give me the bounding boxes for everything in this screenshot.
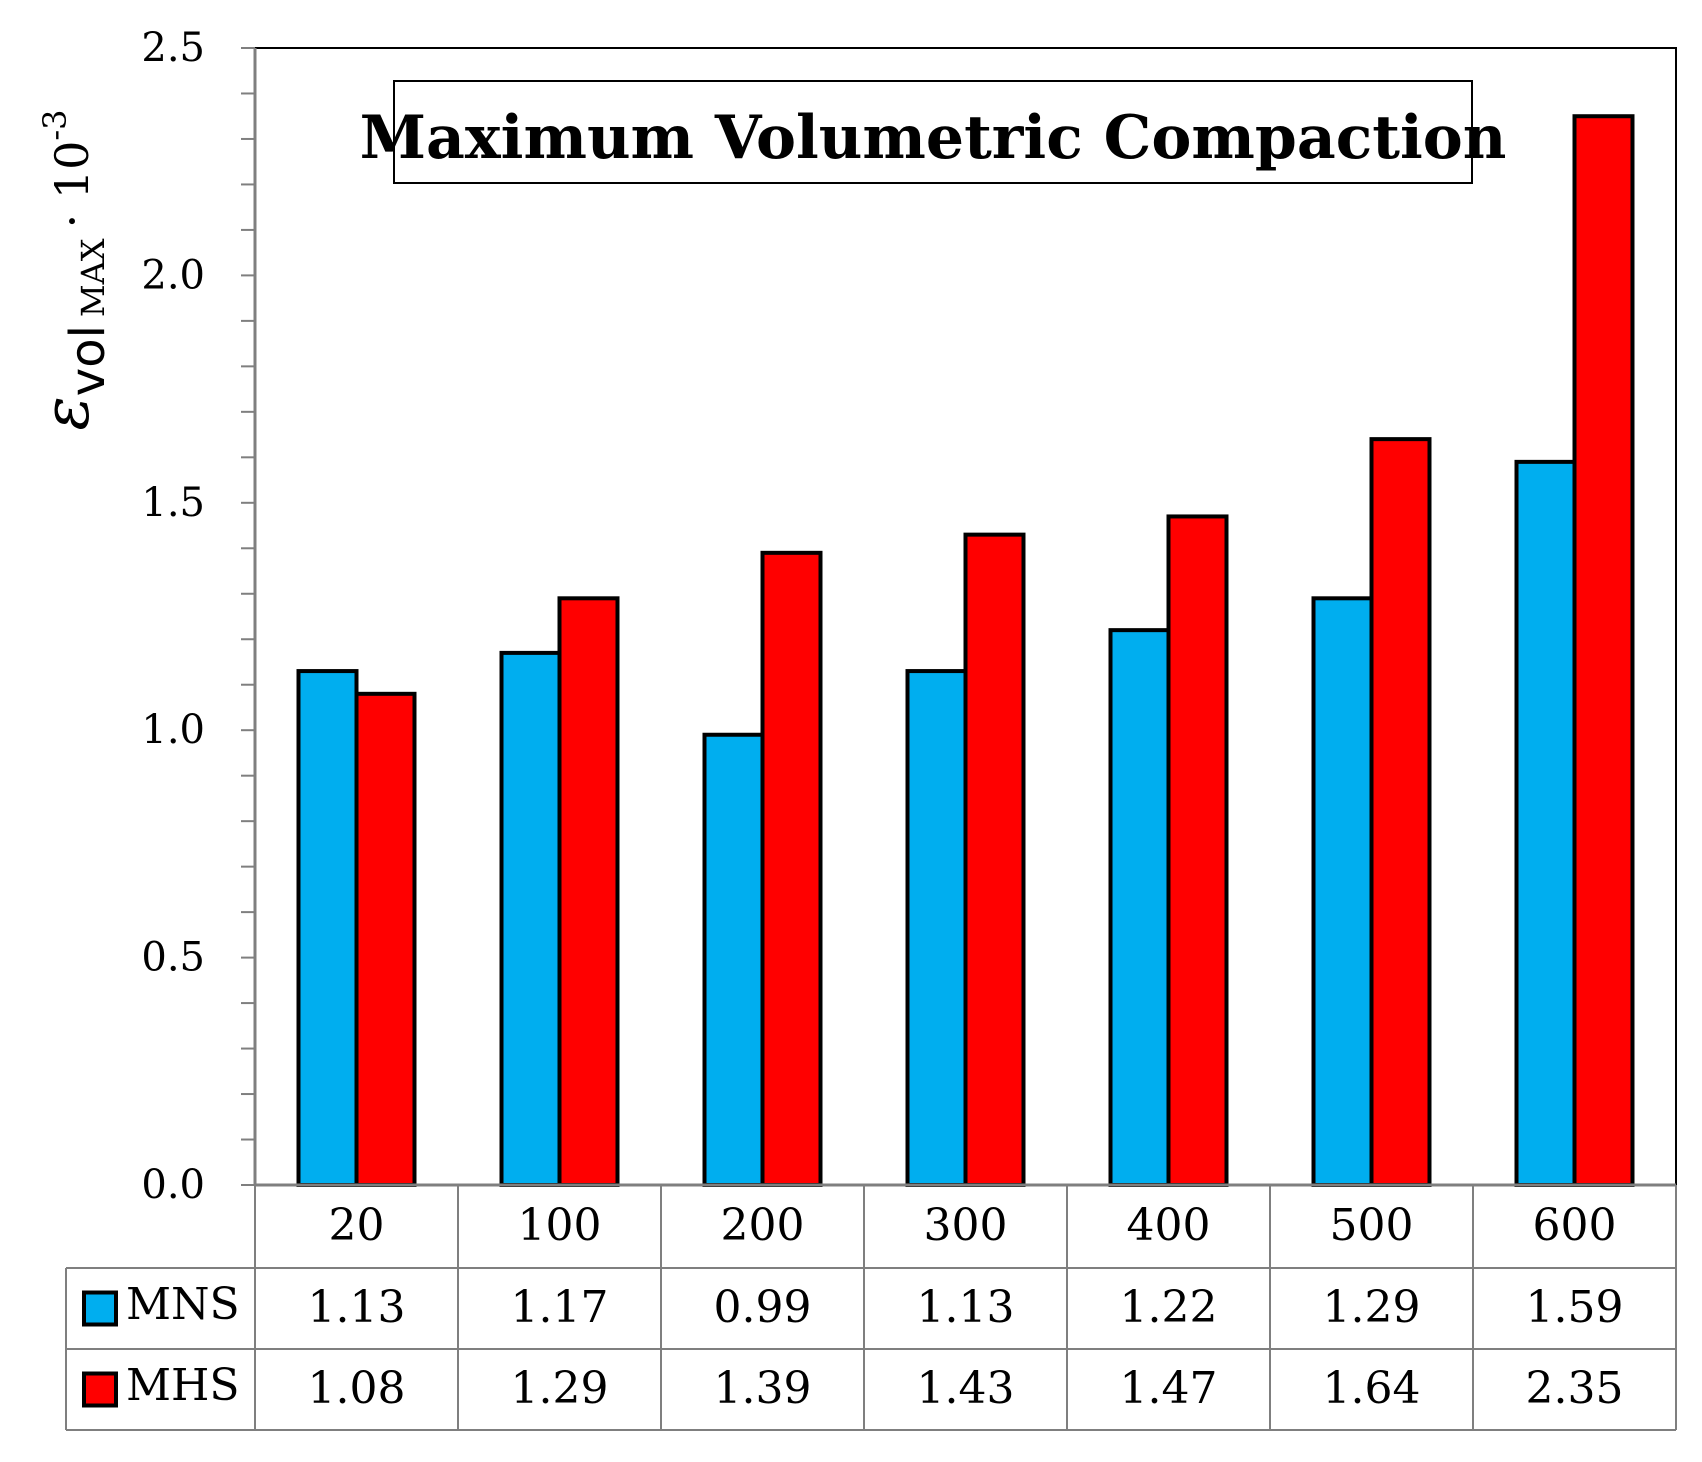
- x-category-label: 20: [329, 1200, 385, 1251]
- y-label-subscript-main: vol: [60, 325, 116, 396]
- x-category-label: 300: [924, 1200, 1008, 1251]
- legend-key-mns: [82, 1290, 118, 1327]
- table-value-mns: 0.99: [714, 1282, 812, 1333]
- table-value-mhs: 1.08: [308, 1363, 406, 1414]
- table-value-mhs: 1.29: [511, 1363, 609, 1414]
- legend-label-mhs: MHS: [126, 1360, 240, 1411]
- bar-mhs-300: [963, 532, 1026, 1187]
- table-value-mhs: 1.47: [1120, 1363, 1218, 1414]
- bar-mhs-200: [760, 550, 823, 1187]
- table-value-mns: 1.59: [1526, 1282, 1624, 1333]
- legend-key-mhs: [82, 1371, 118, 1408]
- bar-mns-600: [1514, 459, 1577, 1188]
- bar-mhs-600: [1572, 114, 1635, 1188]
- x-category-label: 100: [518, 1200, 602, 1251]
- bar-mhs-500: [1369, 437, 1432, 1187]
- table-value-mhs: 1.64: [1323, 1363, 1421, 1414]
- bar-mns-400: [1108, 628, 1171, 1187]
- bar-mhs-20: [354, 691, 417, 1187]
- table-value-mns: 1.22: [1120, 1282, 1218, 1333]
- bar-mns-500: [1311, 596, 1374, 1187]
- y-tick-label: 0.0: [141, 1162, 205, 1208]
- bar-mns-20: [296, 669, 359, 1187]
- bars-group: [296, 114, 1635, 1188]
- table-value-mns: 1.17: [511, 1282, 609, 1333]
- table-value-mns: 1.29: [1323, 1282, 1421, 1333]
- x-category-label: 200: [721, 1200, 805, 1251]
- y-tick-label: 1.0: [141, 707, 205, 753]
- table-value-mhs: 1.43: [917, 1363, 1015, 1414]
- y-axis-label: εvol MAX · 10-3: [30, 109, 116, 430]
- table-value-mhs: 2.35: [1526, 1363, 1624, 1414]
- data-table: 20 100 200 300 400 500 600 MNS 1.13 1.17 0.99 1.13 1…: [65, 1185, 1677, 1431]
- x-category-label: 500: [1330, 1200, 1414, 1251]
- bar-mns-200: [702, 732, 765, 1187]
- y-axis-tick-labels: 0.0 0.5 1.0 1.5 2.0 2.5: [141, 25, 205, 1208]
- x-category-label: 600: [1533, 1200, 1617, 1251]
- y-label-multiplier: · 10: [45, 141, 99, 229]
- y-label-symbol: ε: [30, 396, 104, 430]
- y-axis-ticks: [241, 47, 255, 1186]
- y-label-subscript-small: MAX: [74, 238, 112, 317]
- table-value-mhs: 1.39: [714, 1363, 812, 1414]
- bar-mns-300: [905, 669, 968, 1187]
- y-tick-label: 0.5: [141, 935, 205, 981]
- svg-text:εvolMAX· 10-3: εvol MAX · 10-3: [30, 109, 116, 430]
- y-tick-label: 2.5: [141, 25, 205, 71]
- y-tick-label: 1.5: [141, 480, 205, 526]
- bar-mhs-400: [1166, 514, 1229, 1187]
- bar-mhs-100: [557, 596, 620, 1187]
- table-value-mns: 1.13: [917, 1282, 1015, 1333]
- table-value-mns: 1.13: [308, 1282, 406, 1333]
- title-box: [393, 80, 1473, 184]
- y-label-exponent: -3: [36, 109, 74, 140]
- y-tick-label: 2.0: [141, 252, 205, 298]
- legend-label-mns: MNS: [126, 1279, 240, 1330]
- x-category-label: 400: [1127, 1200, 1211, 1251]
- chart-title: Maximum Volumetric Compaction: [360, 103, 1507, 173]
- bar-mns-100: [499, 650, 562, 1187]
